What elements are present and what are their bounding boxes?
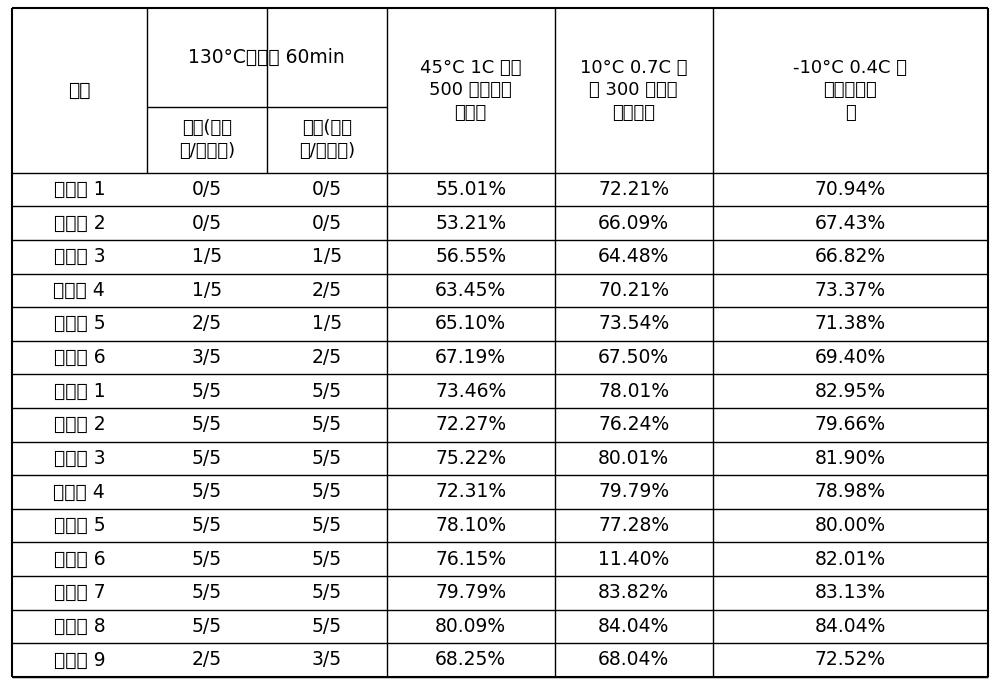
Text: 实施例 6: 实施例 6 [54,549,105,569]
Text: 79.79%: 79.79% [435,583,506,602]
Text: 72.27%: 72.27% [435,415,506,434]
Text: 0/5: 0/5 [192,214,222,233]
Text: 64.48%: 64.48% [598,247,669,266]
Text: 55.01%: 55.01% [435,180,506,199]
Text: 5/5: 5/5 [312,449,342,468]
Text: 爆炸(通过
数/测试数): 爆炸(通过 数/测试数) [299,119,355,160]
Text: 5/5: 5/5 [192,449,222,468]
Text: 66.09%: 66.09% [598,214,669,233]
Text: 对比例 3: 对比例 3 [54,247,105,266]
Text: 83.82%: 83.82% [598,583,669,602]
Text: 0/5: 0/5 [312,214,342,233]
Text: 0/5: 0/5 [312,180,342,199]
Text: 73.46%: 73.46% [435,382,506,401]
Text: 5/5: 5/5 [312,415,342,434]
Text: 5/5: 5/5 [192,549,222,569]
Text: 80.09%: 80.09% [435,617,506,636]
Text: 75.22%: 75.22% [435,449,506,468]
Text: 实施例 3: 实施例 3 [54,449,105,468]
Text: 对比例 1: 对比例 1 [54,180,105,199]
Text: 73.54%: 73.54% [598,314,669,334]
Text: 76.15%: 76.15% [435,549,506,569]
Text: 实施例 8: 实施例 8 [54,617,105,636]
Text: 对比例 2: 对比例 2 [54,214,105,233]
Text: 5/5: 5/5 [312,516,342,535]
Text: 实施例 1: 实施例 1 [54,382,105,401]
Text: 5/5: 5/5 [192,516,222,535]
Text: 实施例 2: 实施例 2 [54,415,105,434]
Text: 79.66%: 79.66% [815,415,886,434]
Text: 对比例 6: 对比例 6 [54,348,105,367]
Text: 69.40%: 69.40% [815,348,886,367]
Text: 实施例 4: 实施例 4 [53,482,105,501]
Text: 10°C 0.7C 循
环 300 周后容
量保持率: 10°C 0.7C 循 环 300 周后容 量保持率 [580,58,687,123]
Text: 78.10%: 78.10% [435,516,506,535]
Text: 70.94%: 70.94% [815,180,886,199]
Text: 5/5: 5/5 [312,482,342,501]
Text: 5/5: 5/5 [312,617,342,636]
Text: 45°C 1C 循环
500 周后容量
保持率: 45°C 1C 循环 500 周后容量 保持率 [420,58,521,123]
Text: 80.00%: 80.00% [815,516,886,535]
Text: 2/5: 2/5 [192,651,222,669]
Text: 0/5: 0/5 [192,180,222,199]
Text: 82.01%: 82.01% [815,549,886,569]
Text: 71.38%: 71.38% [815,314,886,334]
Text: 84.04%: 84.04% [598,617,669,636]
Text: 65.10%: 65.10% [435,314,506,334]
Text: 5/5: 5/5 [312,549,342,569]
Text: 79.79%: 79.79% [598,482,669,501]
Text: 3/5: 3/5 [192,348,222,367]
Text: 67.50%: 67.50% [598,348,669,367]
Text: 81.90%: 81.90% [815,449,886,468]
Text: 80.01%: 80.01% [598,449,669,468]
Text: 2/5: 2/5 [312,348,342,367]
Text: 组别: 组别 [68,81,91,100]
Text: 11.40%: 11.40% [598,549,669,569]
Text: 5/5: 5/5 [192,415,222,434]
Text: 5/5: 5/5 [192,482,222,501]
Text: 78.98%: 78.98% [815,482,886,501]
Text: 5/5: 5/5 [192,617,222,636]
Text: 实施例 5: 实施例 5 [54,516,105,535]
Text: 66.82%: 66.82% [815,247,886,266]
Text: 3/5: 3/5 [312,651,342,669]
Text: 1/5: 1/5 [312,247,342,266]
Text: 72.21%: 72.21% [598,180,669,199]
Text: 实施例 7: 实施例 7 [54,583,105,602]
Text: 5/5: 5/5 [192,583,222,602]
Text: 67.19%: 67.19% [435,348,506,367]
Text: 130°C热冲击 60min: 130°C热冲击 60min [188,48,345,67]
Text: 对比例 5: 对比例 5 [54,314,105,334]
Text: 53.21%: 53.21% [435,214,506,233]
Text: 1/5: 1/5 [312,314,342,334]
Text: 68.25%: 68.25% [435,651,506,669]
Text: 2/5: 2/5 [192,314,222,334]
Text: 1/5: 1/5 [192,281,222,300]
Text: 67.43%: 67.43% [815,214,886,233]
Text: 63.45%: 63.45% [435,281,506,300]
Text: 78.01%: 78.01% [598,382,669,401]
Text: 5/5: 5/5 [312,382,342,401]
Text: 68.04%: 68.04% [598,651,669,669]
Text: -10°C 0.4C 放
电容量保持
率: -10°C 0.4C 放 电容量保持 率 [793,58,907,123]
Text: 实施例 9: 实施例 9 [54,651,105,669]
Text: 72.52%: 72.52% [815,651,886,669]
Text: 56.55%: 56.55% [435,247,506,266]
Text: 73.37%: 73.37% [815,281,886,300]
Text: 82.95%: 82.95% [815,382,886,401]
Text: 5/5: 5/5 [312,583,342,602]
Text: 76.24%: 76.24% [598,415,669,434]
Text: 5/5: 5/5 [192,382,222,401]
Text: 对比例 4: 对比例 4 [53,281,105,300]
Text: 77.28%: 77.28% [598,516,669,535]
Text: 70.21%: 70.21% [598,281,669,300]
Text: 83.13%: 83.13% [815,583,886,602]
Text: 84.04%: 84.04% [815,617,886,636]
Text: 2/5: 2/5 [312,281,342,300]
Text: 72.31%: 72.31% [435,482,506,501]
Text: 起火(通过
数/测试数): 起火(通过 数/测试数) [179,119,235,160]
Text: 1/5: 1/5 [192,247,222,266]
